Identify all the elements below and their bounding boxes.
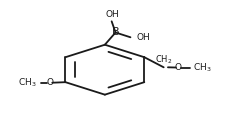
Text: OH: OH <box>106 10 120 19</box>
Text: OH: OH <box>137 33 150 42</box>
Text: O: O <box>175 63 182 72</box>
Text: CH$_2$: CH$_2$ <box>155 54 173 66</box>
Text: CH$_3$: CH$_3$ <box>18 76 36 89</box>
Text: CH$_3$: CH$_3$ <box>193 61 211 74</box>
Text: O: O <box>46 78 53 87</box>
Text: B: B <box>112 27 119 38</box>
